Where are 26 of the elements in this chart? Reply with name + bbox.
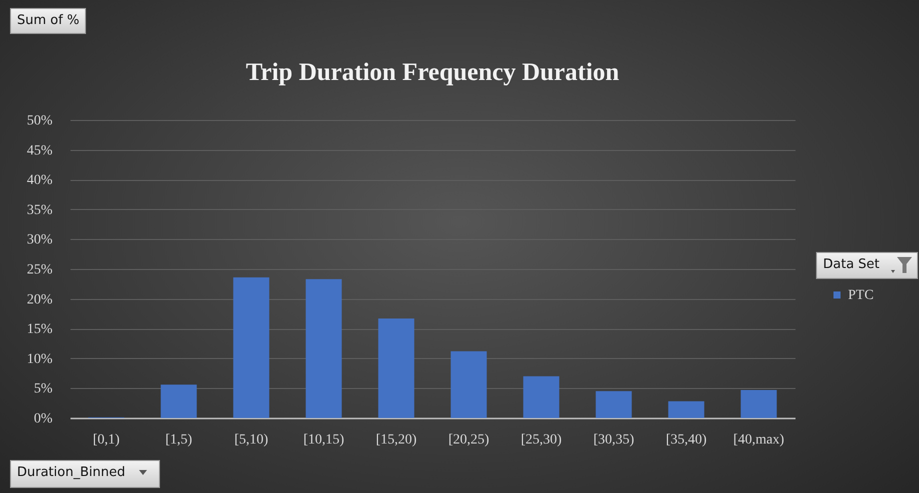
- y-tick-label: 30%: [26, 232, 53, 248]
- x-tick-label: [15,20): [376, 432, 417, 448]
- x-tick-label: [0,1): [92, 432, 120, 448]
- y-tick-label: 5%: [34, 382, 53, 397]
- x-tick-label: [25,30): [520, 432, 562, 448]
- y-tick-label: 10%: [26, 352, 53, 367]
- x-axis-title: Duration_Binned: [10, 460, 160, 488]
- legend-title: Data Set: [816, 252, 918, 279]
- x-tick-label: [20,25): [448, 432, 490, 448]
- y-tick-label: 25%: [26, 262, 53, 278]
- y-tick-label: 50%: [26, 114, 53, 128]
- text: Sum of %: [10, 8, 86, 34]
- y-tick-label: 20%: [26, 292, 53, 308]
- x-tick-label: [1,5): [165, 432, 192, 448]
- x-tick-label: [30,35): [593, 432, 634, 448]
- y-tick-label: 40%: [26, 173, 53, 188]
- legend-label: PTC: [848, 288, 874, 303]
- y-tick-label: 15%: [26, 322, 53, 338]
- x-tick-label: [35,40): [666, 432, 707, 448]
- x-tick-label: [40,max): [733, 432, 785, 448]
- y-tick-label: 45%: [26, 143, 53, 158]
- y-tick-label: 0%: [34, 412, 53, 426]
- x-tick-label: [10,15): [303, 432, 344, 448]
- chart-title: Trip Duration Frequency Duration: [246, 59, 620, 86]
- x-tick-label: [5,10): [234, 432, 268, 448]
- y-tick-label: 35%: [26, 202, 53, 218]
